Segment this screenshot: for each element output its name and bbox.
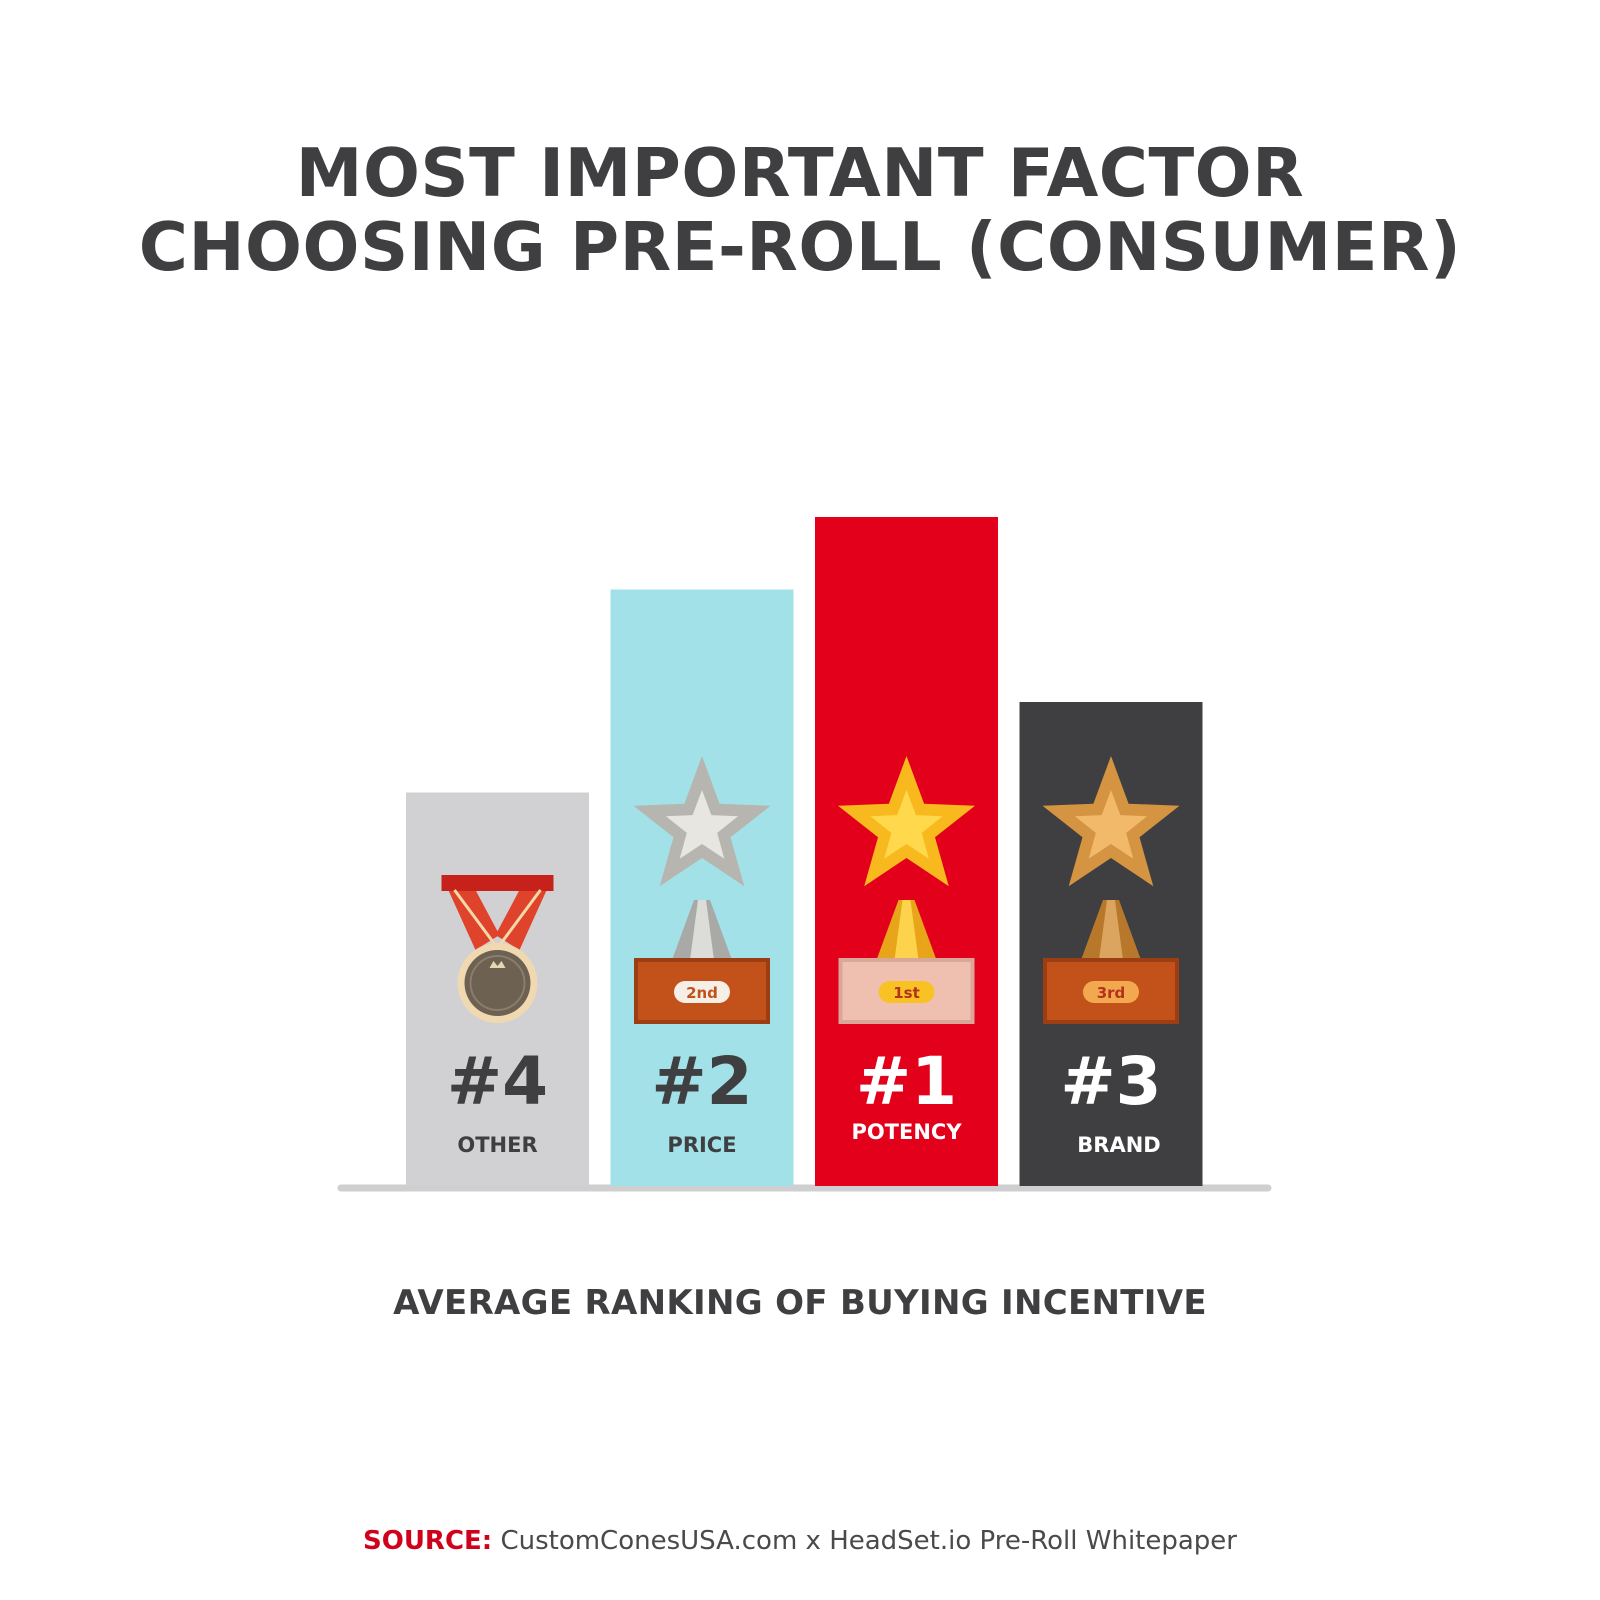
chart-title: MOST IMPORTANT FACTOR CHOOSING PRE-ROLL … <box>0 136 1600 284</box>
category-label: PRICE <box>667 1133 736 1157</box>
title-line-1: MOST IMPORTANT FACTOR <box>295 134 1305 212</box>
rank-label: #1 <box>856 1043 957 1120</box>
bronze-trophy-icon: 3rd <box>1042 756 1180 1024</box>
category-label: OTHER <box>457 1133 537 1157</box>
bar-group-brand: 3rd #3 BRAND <box>1019 702 1203 1186</box>
medal-icon <box>441 875 554 1023</box>
source-label: SOURCE: <box>362 1526 493 1556</box>
plaque-label: 2nd <box>686 984 718 1002</box>
x-axis-label: AVERAGE RANKING OF BUYING INCENTIVE <box>393 1283 1207 1323</box>
plaque-label: 1st <box>893 984 920 1002</box>
source-text: CustomConesUSA.com x HeadSet.io Pre-Roll… <box>492 1526 1237 1556</box>
gold-trophy-icon: 1st <box>838 756 975 1024</box>
rank-label: #3 <box>1060 1043 1161 1120</box>
source-note: SOURCE: CustomConesUSA.com x HeadSet.io … <box>0 1526 1600 1556</box>
rank-label: #4 <box>447 1043 548 1120</box>
silver-trophy-icon: 2nd <box>633 756 771 1024</box>
bar-price <box>610 589 794 1186</box>
rank-label: #2 <box>651 1043 752 1120</box>
plaque-label: 3rd <box>1097 984 1126 1002</box>
category-label: BRAND <box>1077 1133 1160 1157</box>
title-line-2: CHOOSING PRE-ROLL (CONSUMER) <box>138 208 1462 286</box>
bar-group-other: #4 OTHER <box>406 792 589 1186</box>
bar-group-price: 2nd #2 PRICE <box>610 589 794 1186</box>
category-label: POTENCY <box>851 1120 962 1144</box>
